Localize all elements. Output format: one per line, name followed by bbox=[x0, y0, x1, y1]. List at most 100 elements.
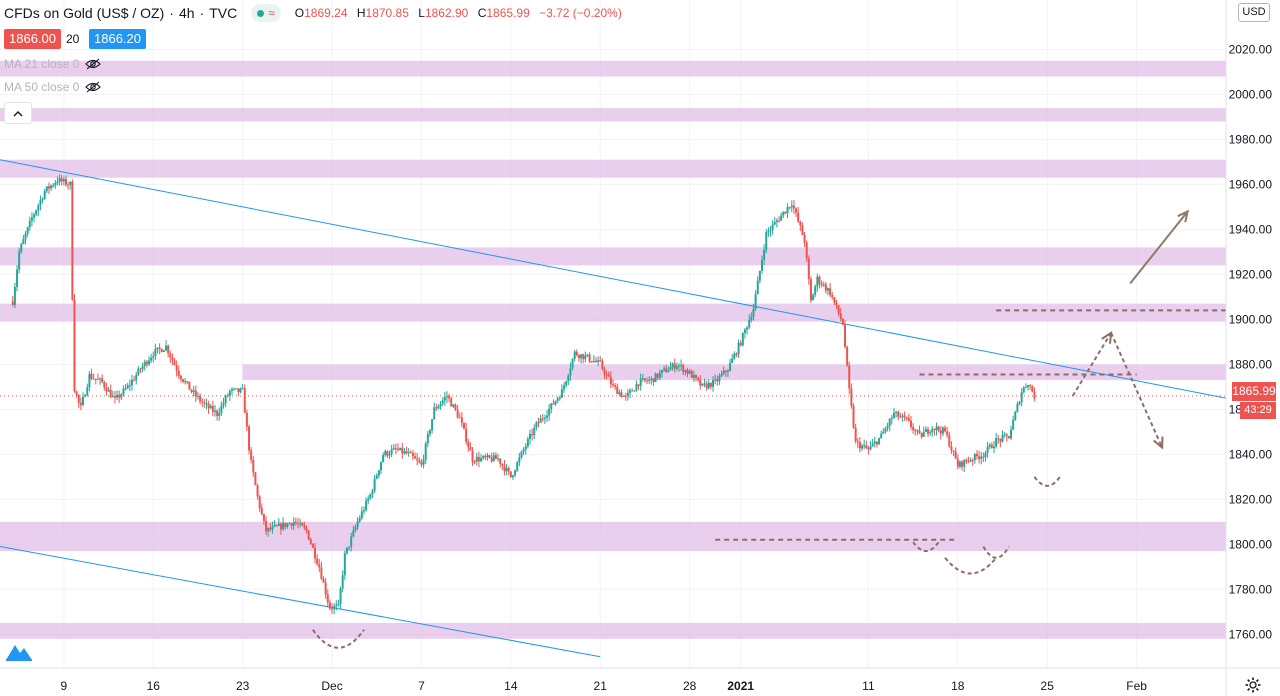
candle-body bbox=[139, 368, 142, 370]
eye-off-icon[interactable] bbox=[85, 58, 102, 70]
candle-body bbox=[60, 178, 63, 182]
candle-body bbox=[763, 249, 766, 260]
interval-label[interactable]: 4h bbox=[178, 5, 195, 21]
symbol-name[interactable]: CFDs on Gold (US$ / OZ) bbox=[4, 5, 165, 21]
candle-body bbox=[918, 430, 921, 434]
candle-body bbox=[935, 426, 938, 431]
candle-body bbox=[377, 470, 380, 476]
candle-body bbox=[390, 449, 393, 455]
candle-body bbox=[631, 390, 634, 392]
candle-body bbox=[379, 461, 382, 471]
candle-body bbox=[677, 365, 680, 367]
candle-body bbox=[660, 370, 663, 373]
candle-body bbox=[680, 365, 683, 367]
candle-body bbox=[488, 455, 491, 458]
candle-body bbox=[194, 390, 197, 397]
candle-body bbox=[18, 251, 21, 270]
tradingview-logo-icon[interactable] bbox=[4, 638, 34, 664]
candle-body bbox=[839, 313, 842, 320]
candle-body bbox=[809, 278, 812, 301]
candle-body bbox=[184, 381, 187, 383]
y-tick-label: 2000.00 bbox=[1229, 87, 1273, 101]
candle-body bbox=[650, 378, 653, 380]
candle-body bbox=[99, 378, 102, 380]
candle-body bbox=[84, 395, 87, 397]
separator: · bbox=[169, 5, 174, 21]
candle-body bbox=[365, 500, 368, 511]
candle-body bbox=[399, 447, 402, 451]
candle-body bbox=[1001, 435, 1004, 442]
candle-body bbox=[1024, 387, 1027, 389]
candle-body bbox=[948, 435, 951, 447]
candle-body bbox=[128, 385, 131, 387]
candle-body bbox=[233, 388, 236, 390]
candle-body bbox=[997, 438, 1000, 440]
candle-body bbox=[567, 375, 570, 382]
x-tick-label: Feb bbox=[1126, 679, 1147, 693]
candle-body bbox=[211, 405, 214, 412]
candle-body bbox=[203, 402, 206, 404]
separator: · bbox=[199, 5, 205, 21]
candle-body bbox=[388, 454, 391, 456]
candle-body bbox=[863, 445, 866, 447]
candle-body bbox=[546, 415, 549, 418]
candle-body bbox=[758, 270, 761, 281]
candle-body bbox=[684, 370, 687, 373]
candle-body bbox=[729, 362, 732, 371]
candle-body bbox=[950, 446, 953, 451]
candle-body bbox=[814, 286, 817, 295]
currency-selector[interactable]: USD bbox=[1238, 3, 1270, 22]
candle-body bbox=[826, 288, 829, 291]
candle-body bbox=[275, 525, 278, 527]
candle-body bbox=[467, 441, 470, 447]
candle-body bbox=[582, 354, 585, 360]
candle-body bbox=[1029, 385, 1032, 387]
indicator-label: MA 50 close 0 bbox=[4, 80, 80, 94]
candle-body bbox=[888, 419, 891, 427]
candle-body bbox=[475, 456, 478, 462]
candle-body bbox=[858, 442, 861, 449]
y-tick-label: 1940.00 bbox=[1229, 222, 1273, 236]
candle-body bbox=[188, 381, 191, 390]
indicator-ma21[interactable]: MA 21 close 0 bbox=[4, 57, 102, 71]
candle-body bbox=[599, 360, 602, 362]
market-status-badge[interactable]: ≈ bbox=[251, 4, 281, 22]
candle-body bbox=[199, 395, 202, 402]
candle-body bbox=[111, 395, 114, 398]
y-tick-label: 1880.00 bbox=[1229, 357, 1273, 371]
candle-body bbox=[471, 450, 474, 462]
candle-body bbox=[96, 379, 99, 381]
candle-body bbox=[1003, 434, 1006, 436]
candle-body bbox=[41, 198, 44, 200]
gear-icon[interactable] bbox=[1245, 677, 1261, 693]
collapse-indicators-button[interactable] bbox=[4, 102, 32, 124]
candle-body bbox=[414, 456, 417, 459]
candle-body bbox=[473, 461, 476, 463]
x-tick-label: 2021 bbox=[727, 679, 754, 693]
candle-body bbox=[782, 211, 785, 216]
candle-body bbox=[182, 379, 185, 382]
candle-body bbox=[1014, 411, 1017, 420]
data-delay-icon: ≈ bbox=[268, 6, 275, 20]
candle-body bbox=[907, 417, 910, 421]
candle-body bbox=[284, 522, 287, 527]
arrow-line bbox=[1071, 332, 1112, 397]
candle-body bbox=[524, 446, 527, 450]
candle-body bbox=[384, 451, 387, 456]
candle-body bbox=[688, 370, 691, 374]
eye-off-icon[interactable] bbox=[85, 81, 102, 93]
candle-body bbox=[422, 459, 425, 465]
buy-price-button[interactable]: 1866.20 bbox=[89, 29, 146, 49]
candle-body bbox=[290, 523, 293, 526]
indicator-ma50[interactable]: MA 50 close 0 bbox=[4, 80, 102, 94]
candle-body bbox=[43, 191, 46, 199]
candle-body bbox=[739, 342, 742, 346]
sell-price-button[interactable]: 1866.00 bbox=[4, 29, 61, 49]
chart-grid bbox=[0, 0, 1226, 668]
candle-body bbox=[465, 428, 468, 442]
candle-body bbox=[801, 225, 804, 235]
candle-body bbox=[201, 401, 204, 403]
candle-body bbox=[971, 459, 974, 461]
candle-body bbox=[190, 389, 193, 392]
